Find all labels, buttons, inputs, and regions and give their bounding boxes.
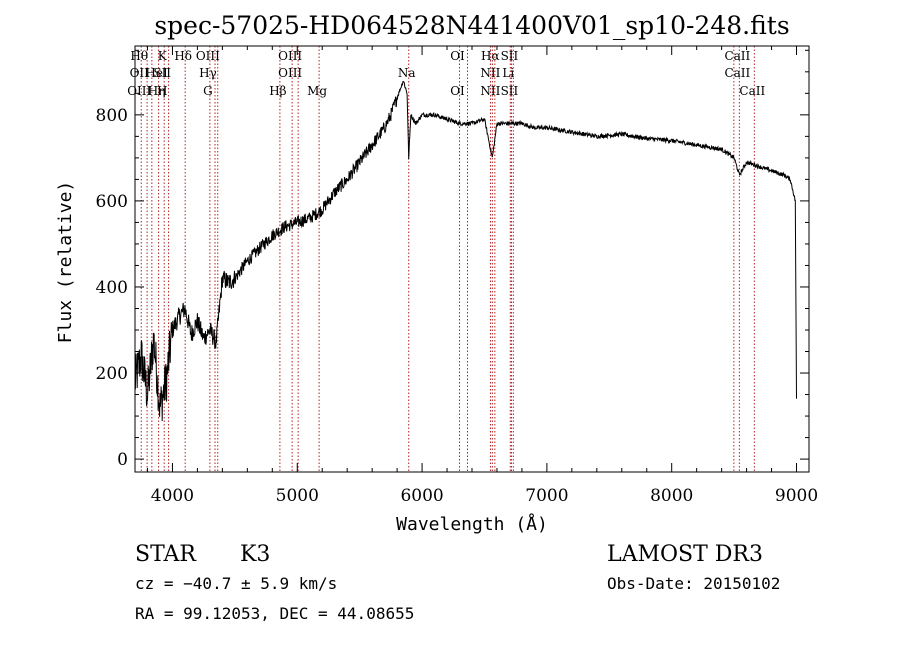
line-marker-label: OIII xyxy=(278,49,302,63)
line-marker-labels: Hθ OII OIII HeI Hη K SII H Hδ OIII Hγ G Hβ OIII OIII Mg… xyxy=(127,49,765,98)
line-marker-label: HeI xyxy=(145,66,168,80)
chart-title: spec-57025-HD064528N441400V01_sp10-248.f… xyxy=(154,11,789,40)
object-subclass: K3 xyxy=(240,542,270,567)
line-marker-label: Hγ xyxy=(199,66,217,80)
spectrum-line xyxy=(134,81,797,422)
y-tick-label: 200 xyxy=(96,364,128,384)
x-tick-label: 9000 xyxy=(775,486,818,506)
x-tick-label: 7000 xyxy=(525,486,568,506)
line-marker-label: K xyxy=(158,49,168,63)
line-marker-label: NII xyxy=(480,84,500,98)
line-marker-label: OI xyxy=(450,49,465,63)
line-marker-label: SII xyxy=(153,66,171,80)
line-marker-label: SII xyxy=(501,84,519,98)
line-marker-label: Hη xyxy=(148,84,166,98)
y-axis-ticks: 0 200 400 600 800 xyxy=(96,49,809,470)
line-marker-label: Mg xyxy=(307,84,327,98)
line-marker-label: Hα xyxy=(481,49,500,63)
y-tick-label: 800 xyxy=(96,106,128,126)
x-tick-label: 8000 xyxy=(650,486,693,506)
line-marker-label: Na xyxy=(398,66,416,80)
survey-name: LAMOST DR3 xyxy=(607,542,763,567)
y-tick-label: 600 xyxy=(96,192,128,212)
line-marker-label: OIII xyxy=(278,66,302,80)
x-axis-label: Wavelength (Å) xyxy=(396,513,548,535)
line-marker-label: OI xyxy=(450,84,465,98)
redshift-text: cz = −40.7 ± 5.9 km/s xyxy=(135,574,337,593)
line-marker-label: Hθ xyxy=(130,49,148,63)
y-tick-label: 400 xyxy=(96,278,128,298)
line-marker-label: OIII xyxy=(127,84,151,98)
coordinates-text: RA = 99.12053, DEC = 44.08655 xyxy=(135,604,414,623)
line-marker-label: CaII xyxy=(739,84,765,98)
line-marker-label: NII xyxy=(480,66,500,80)
line-marker-label: CaII xyxy=(724,66,750,80)
line-marker-label: Hβ xyxy=(269,84,286,98)
line-marker-label: H xyxy=(157,84,167,98)
x-axis-ticks: 4000 5000 6000 7000 8000 9000 xyxy=(146,46,818,506)
obs-date-text: Obs-Date: 20150102 xyxy=(607,574,780,593)
line-marker-label: G xyxy=(203,84,213,98)
line-markers xyxy=(140,46,755,472)
x-tick-label: 6000 xyxy=(400,486,443,506)
plot-frame xyxy=(134,45,810,473)
line-marker-label: SII xyxy=(501,49,519,63)
line-marker-label: Hδ xyxy=(174,49,192,63)
line-marker-label: CaII xyxy=(724,49,750,63)
line-marker-label: OIII xyxy=(196,49,220,63)
line-marker-label: OII xyxy=(130,66,150,80)
x-tick-label: 4000 xyxy=(151,486,194,506)
line-marker-label: Li xyxy=(502,66,514,80)
y-axis-label: Flux (relative) xyxy=(55,181,76,344)
object-class: STAR xyxy=(135,542,197,567)
x-tick-label: 5000 xyxy=(276,486,319,506)
y-tick-label: 0 xyxy=(117,450,128,470)
